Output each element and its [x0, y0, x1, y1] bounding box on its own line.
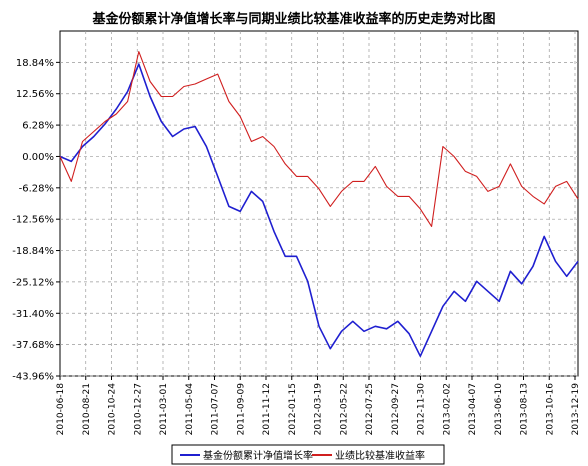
x-axis-ticks: 2010-06-18 2010-08-21 2010-10-24 2010-12-27…: [56, 376, 581, 435]
series-line-2: [59, 51, 579, 227]
series-line-1: [59, 63, 579, 358]
chart-title: 基金份额累计净值增长率与同期业绩比较基准收益率的历史走势对比图: [92, 12, 496, 27]
legend-label-1: 基金份额累计净值增长率: [203, 449, 313, 462]
x-tick-label: 2010-06-18: [56, 383, 66, 436]
x-tick-label: 2013-06-10: [494, 383, 504, 436]
y-tick-label: -6.28%: [19, 183, 54, 194]
x-tick-label: 2011-07-07: [211, 383, 221, 435]
legend-label-2: 业绩比较基准收益率: [335, 449, 425, 462]
y-tick-label: 0.00%: [22, 152, 54, 163]
y-tick-label: -37.68%: [12, 340, 54, 351]
x-tick-label: 2011-11-12: [262, 383, 272, 435]
y-axis-ticks: 18.84% 12.56% 6.28% 0.00% -6.28% -12.56% -18.8…: [12, 58, 60, 383]
y-tick-label: 18.84%: [16, 58, 54, 69]
x-tick-label: 2010-08-21: [82, 383, 92, 435]
y-tick-label: -25.12%: [12, 277, 54, 288]
x-tick-label: 2011-09-09: [236, 383, 246, 436]
grid-layer: [60, 31, 578, 377]
x-tick-label: 2011-03-01: [159, 383, 169, 435]
y-tick-label: -18.84%: [12, 246, 54, 257]
x-tick-label: 2012-03-19: [314, 383, 324, 436]
series-layer: [59, 51, 579, 358]
x-tick-label: 2013-02-02: [442, 383, 452, 435]
y-tick-label: -43.96%: [12, 372, 54, 383]
legend: 基金份额累计净值增长率 业绩比较基准收益率: [180, 449, 425, 462]
x-tick-label: 2010-10-24: [108, 383, 118, 436]
x-tick-label: 2012-07-25: [365, 383, 375, 435]
x-tick-label: 2012-05-22: [339, 383, 349, 435]
y-tick-label: 6.28%: [22, 121, 54, 132]
x-tick-label: 2012-11-30: [417, 383, 427, 436]
legend-box: [171, 444, 445, 465]
x-tick-label: 2013-10-16: [545, 383, 555, 436]
x-tick-label: 2013-12-19: [571, 383, 581, 436]
x-tick-label: 2010-12-27: [133, 383, 143, 435]
y-tick-label: -12.56%: [12, 215, 54, 226]
x-tick-label: 2013-04-07: [468, 383, 478, 435]
x-tick-label: 2012-09-27: [391, 383, 401, 435]
x-tick-label: 2012-01-15: [288, 383, 298, 435]
x-tick-label: 2011-05-04: [185, 383, 195, 436]
y-tick-label: -31.40%: [12, 309, 54, 320]
plot-area-frame: [59, 30, 579, 377]
y-tick-label: 12.56%: [16, 89, 54, 100]
x-tick-label: 2013-08-13: [520, 383, 530, 435]
